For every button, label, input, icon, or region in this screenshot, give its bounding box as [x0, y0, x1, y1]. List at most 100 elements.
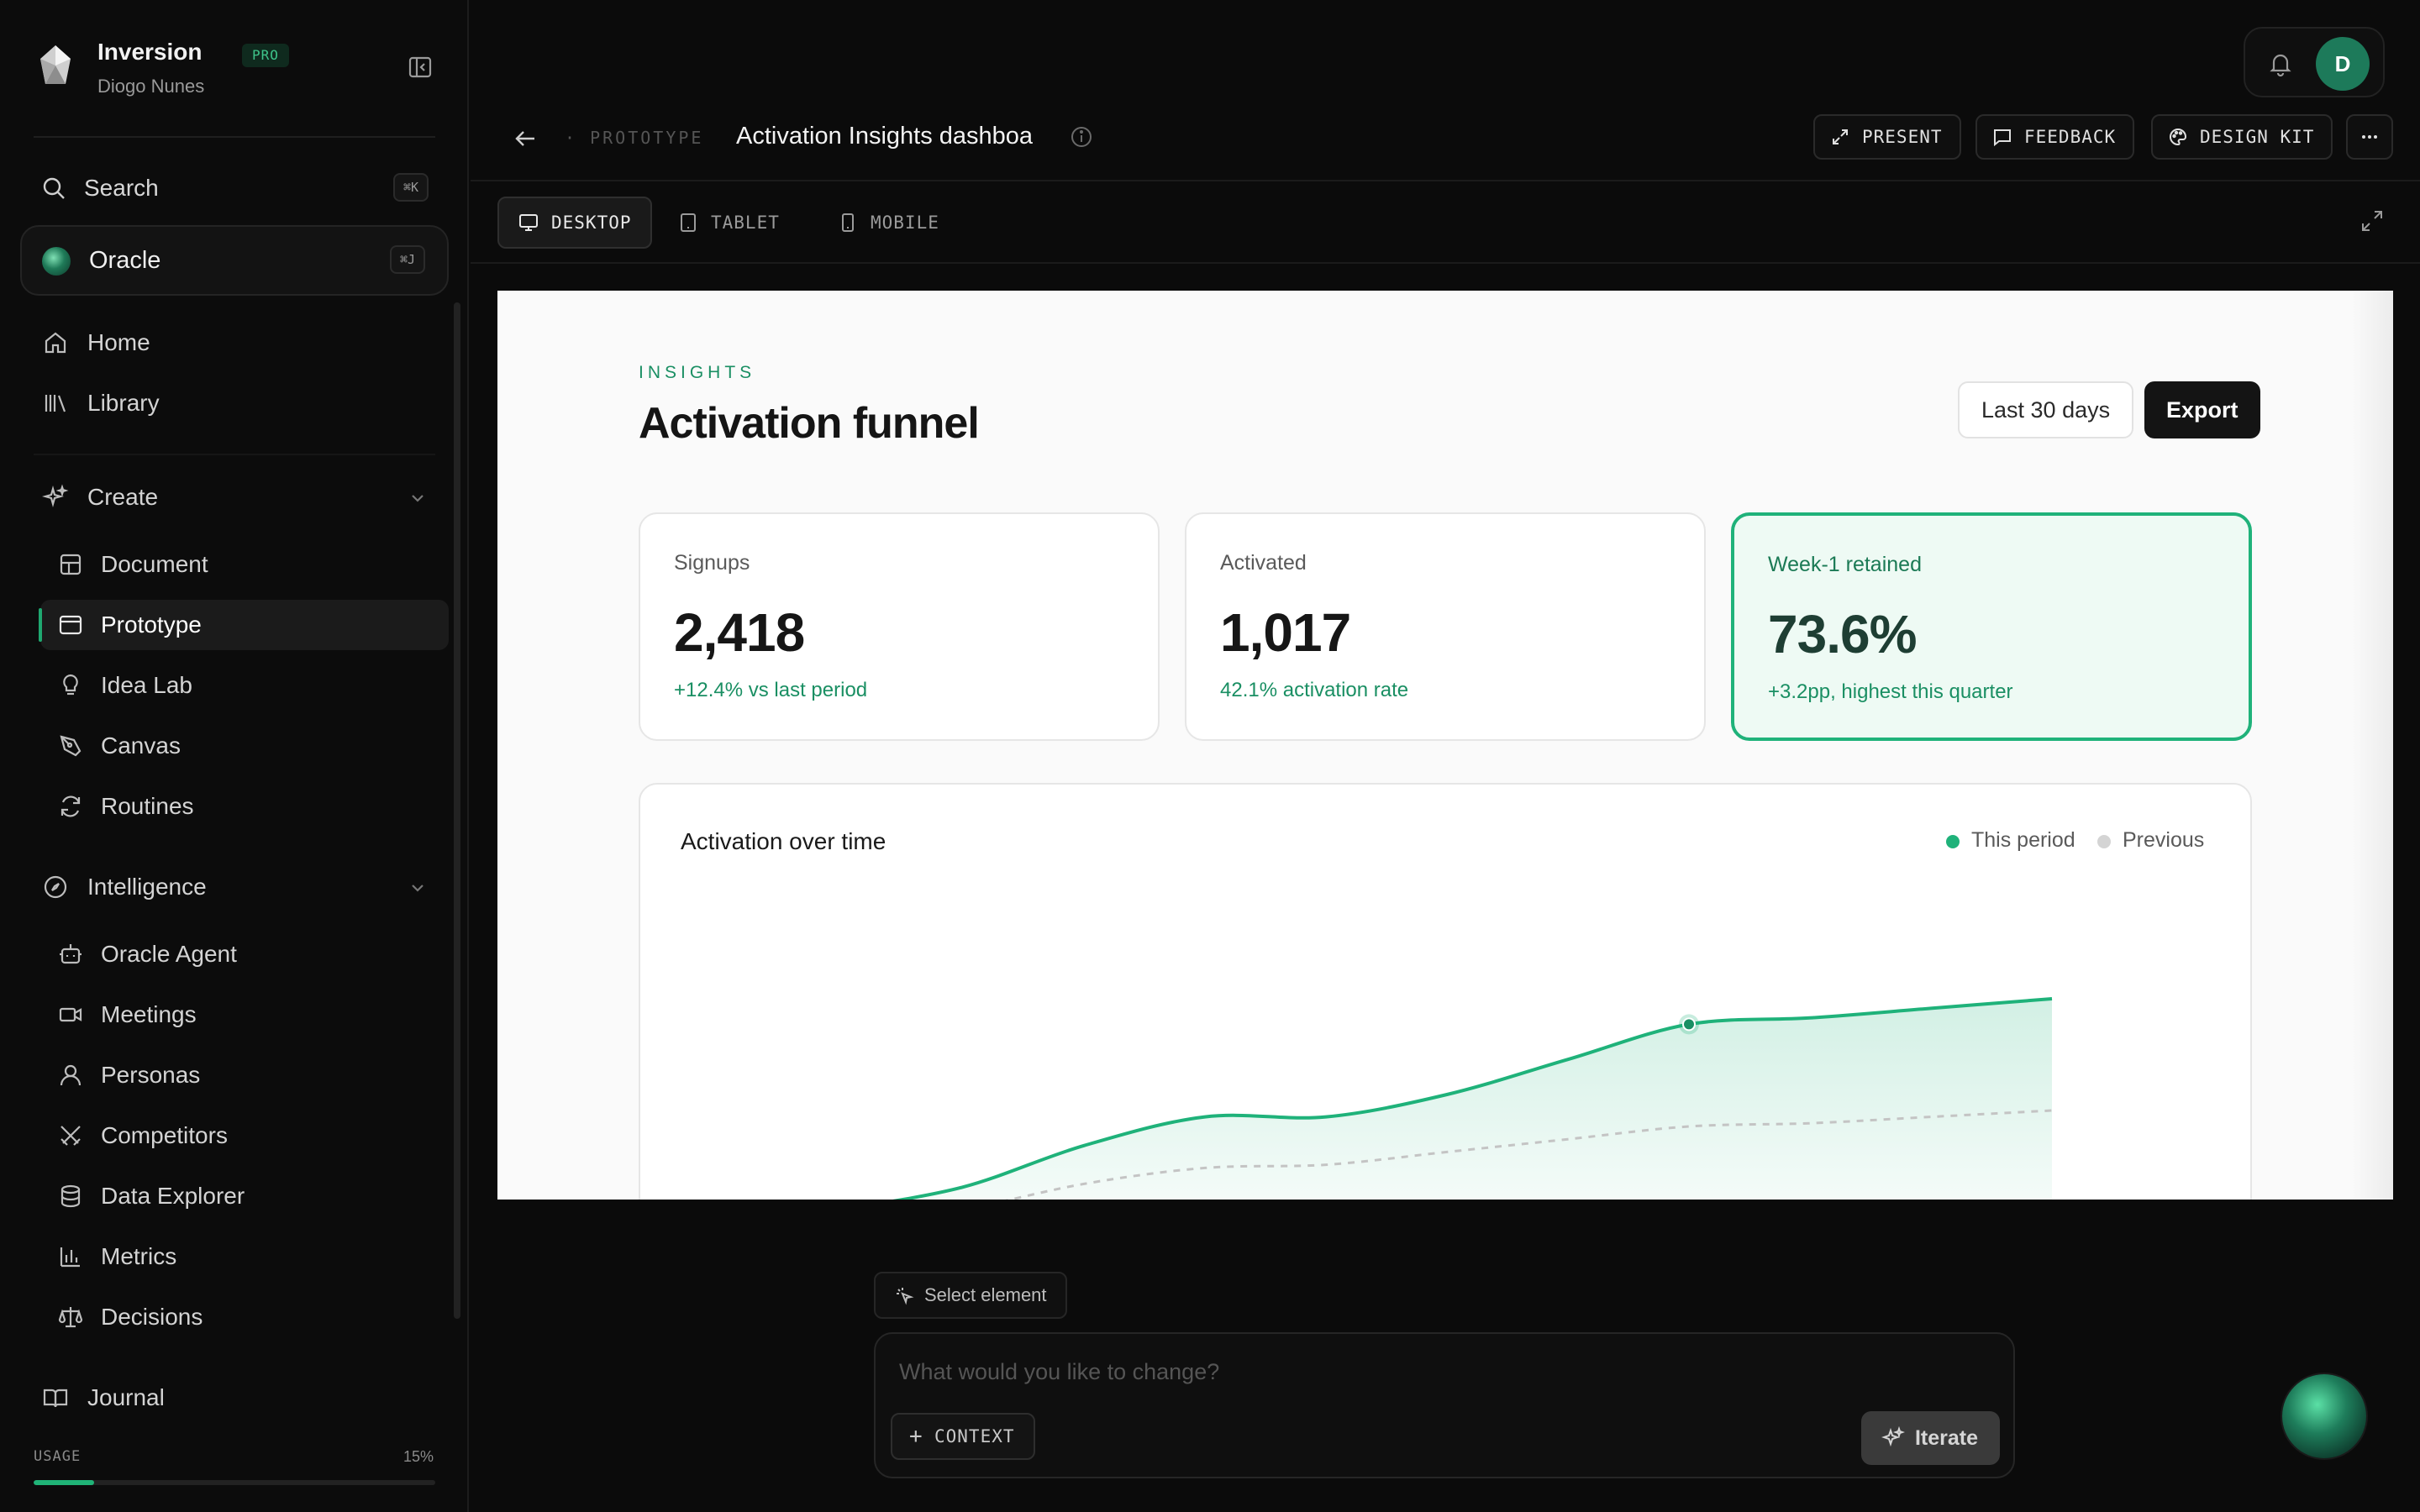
browser-window-icon — [59, 615, 82, 635]
prompt-input[interactable] — [899, 1359, 1823, 1385]
sidebar-item-label: Library — [87, 390, 160, 416]
legend-label: Previous — [2123, 828, 2205, 852]
canvas-edge-shadow — [2351, 291, 2393, 1200]
activation-chart-card: Activation over time This period Previou… — [639, 783, 2252, 1200]
page-title[interactable]: Activation Insights dashboa — [736, 123, 1034, 150]
search-label: Search — [84, 175, 159, 201]
activation-chart — [892, 997, 2053, 1200]
usage-label: USAGE — [34, 1448, 82, 1465]
prototype-preview[interactable]: INSIGHTS Activation funnel Last 30 days … — [497, 291, 2393, 1200]
oracle-orb-button[interactable] — [2282, 1374, 2366, 1458]
section-create[interactable]: Create — [37, 472, 449, 522]
sidebar-item-label: Routines — [101, 793, 194, 819]
database-icon — [60, 1184, 81, 1208]
breadcrumb[interactable]: · PROTOTYPE — [565, 128, 704, 148]
kpi-delta: 42.1% activation rate — [1220, 679, 1409, 701]
this-period-series-line — [892, 997, 2053, 1200]
workspace-switcher[interactable]: Inversion PRO Diogo Nunes — [37, 37, 432, 97]
kpi-delta: +3.2pp, highest this quarter — [1768, 680, 2013, 703]
scale-icon — [58, 1307, 83, 1328]
smartphone-icon — [842, 213, 854, 232]
oracle-label: Oracle — [89, 247, 161, 274]
legend-label: This period — [1971, 828, 2075, 852]
compass-icon — [44, 875, 67, 899]
account-cluster: D — [2244, 27, 2385, 97]
add-context-button[interactable]: + CONTEXT — [891, 1413, 1035, 1460]
user-icon — [60, 1064, 82, 1086]
divider — [34, 454, 435, 455]
library-icon — [45, 395, 66, 412]
back-arrow-icon[interactable] — [511, 124, 539, 153]
search-button[interactable]: Search ⌘K — [40, 170, 429, 207]
bar-chart-icon — [60, 1247, 80, 1268]
select-element-button[interactable]: Select element — [874, 1272, 1067, 1319]
kpi-label: Signups — [674, 551, 750, 575]
fullscreen-icon[interactable] — [2360, 208, 2385, 234]
legend-previous[interactable]: Previous — [2097, 828, 2204, 853]
oracle-button[interactable]: Oracle ⌘J — [20, 225, 449, 296]
oracle-shortcut: ⌘J — [389, 245, 425, 274]
tab-label: DESKTOP — [551, 213, 632, 233]
select-element-label: Select element — [924, 1284, 1047, 1305]
prompt-composer: + CONTEXT Iterate — [874, 1332, 2015, 1478]
chevron-down-icon — [412, 885, 424, 892]
plus-icon: + — [909, 1424, 923, 1449]
book-open-icon — [43, 1389, 68, 1408]
tab-tablet[interactable]: TABLET — [659, 197, 798, 249]
legend-this-period[interactable]: This period — [1946, 828, 2075, 853]
chevron-down-icon — [412, 495, 424, 502]
sidebar-item-personas[interactable]: Personas — [40, 1050, 449, 1100]
tablet-icon — [681, 213, 696, 232]
cursor-click-icon — [897, 1288, 914, 1305]
highlight-point — [1682, 1017, 1696, 1032]
date-range-button[interactable]: Last 30 days — [1958, 381, 2134, 438]
sidebar-item-routines[interactable]: Routines — [40, 781, 449, 832]
sidebar-item-label: Home — [87, 329, 150, 355]
sidebar-item-data-explorer[interactable]: Data Explorer — [40, 1171, 449, 1221]
device-switcher: DESKTOP TABLET MOBILE — [471, 183, 2420, 264]
avatar[interactable]: D — [2316, 37, 2370, 91]
legend-dot — [1946, 835, 1960, 848]
more-options-button[interactable] — [2346, 114, 2393, 160]
info-icon[interactable] — [1069, 124, 1094, 150]
tab-mobile[interactable]: MOBILE — [818, 197, 958, 249]
iterate-button[interactable]: Iterate — [1860, 1411, 2000, 1465]
section-intelligence[interactable]: Intelligence — [37, 862, 449, 912]
workspace-name: Inversion — [97, 39, 203, 65]
sparkles-icon — [42, 484, 69, 508]
monitor-icon — [519, 214, 538, 231]
sidebar-item-label: Canvas — [101, 732, 181, 759]
tab-desktop[interactable]: DESKTOP — [497, 197, 652, 249]
sidebar-item-library[interactable]: Library — [37, 378, 449, 428]
sidebar-item-journal[interactable]: Journal — [37, 1373, 449, 1423]
editor-toolbar: · PROTOTYPE Activation Insights dashboa … — [471, 106, 2420, 181]
sidebar-item-oracle-agent[interactable]: Oracle Agent — [40, 929, 449, 979]
sidebar-item-label: Prototype — [101, 612, 202, 638]
kpi-value: 73.6% — [1768, 604, 1917, 664]
sidebar-item-document[interactable]: Document — [40, 539, 449, 590]
sidebar-item-home[interactable]: Home — [37, 318, 449, 368]
design-kit-button[interactable]: DESIGN KIT — [2151, 114, 2333, 160]
dashboard-title: Activation funnel — [639, 399, 980, 448]
sidebar-item-label: Personas — [101, 1062, 201, 1088]
sidebar-item-metrics[interactable]: Metrics — [40, 1231, 449, 1282]
sidebar-item-prototype[interactable]: Prototype — [39, 600, 449, 650]
sidebar-item-label: Data Explorer — [101, 1183, 245, 1209]
user-name: Diogo Nunes — [97, 76, 205, 97]
refresh-icon — [60, 795, 81, 817]
sidebar-item-decisions[interactable]: Decisions — [40, 1292, 449, 1342]
swords-icon — [60, 1126, 81, 1146]
present-label: PRESENT — [1862, 127, 1943, 147]
usage-bar — [34, 1480, 435, 1485]
sidebar-item-canvas[interactable]: Canvas — [40, 721, 449, 771]
sidebar-item-idea-lab[interactable]: Idea Lab — [40, 660, 449, 711]
bell-icon[interactable] — [2265, 49, 2296, 79]
sidebar-item-competitors[interactable]: Competitors — [40, 1110, 449, 1161]
export-button[interactable]: Export — [2144, 381, 2260, 438]
sidebar-item-meetings[interactable]: Meetings — [40, 990, 449, 1040]
home-icon — [45, 332, 66, 354]
sidebar-scrollbar[interactable] — [454, 302, 460, 1319]
present-button[interactable]: PRESENT — [1813, 114, 1961, 160]
feedback-button[interactable]: FEEDBACK — [1975, 114, 2135, 160]
collapse-sidebar-icon[interactable] — [407, 54, 434, 81]
